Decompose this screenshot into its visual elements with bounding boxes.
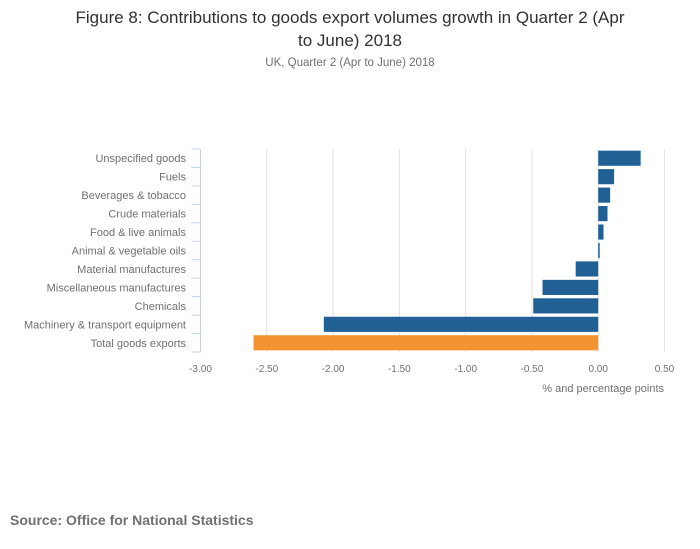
category-label: Material manufactures bbox=[77, 264, 186, 276]
bar-food-live-animals[interactable] bbox=[598, 224, 604, 240]
category-label: Fuels bbox=[159, 172, 186, 184]
x-tick-label: -2.50 bbox=[255, 364, 278, 375]
bar-beverages-tobacco[interactable] bbox=[598, 187, 611, 203]
category-label: Crude materials bbox=[108, 209, 186, 221]
x-tick-label: -3.00 bbox=[189, 364, 212, 375]
category-label: Total goods exports bbox=[91, 338, 187, 350]
category-label: Chemicals bbox=[135, 301, 187, 313]
source-note: Source: Office for National Statistics bbox=[10, 512, 254, 528]
x-tick-label: -1.50 bbox=[388, 364, 411, 375]
category-label: Miscellaneous manufactures bbox=[47, 282, 187, 294]
bar-material-manufactures[interactable] bbox=[575, 261, 599, 277]
bar-machinery-transport-equipment[interactable] bbox=[323, 316, 599, 332]
bar-fuels[interactable] bbox=[598, 169, 615, 185]
category-label: Machinery & transport equipment bbox=[24, 319, 186, 331]
x-tick-label: -2.00 bbox=[322, 364, 345, 375]
chart-title: Figure 8: Contributions to goods export … bbox=[0, 6, 700, 52]
category-label: Food & live animals bbox=[90, 227, 186, 239]
bar-animal-vegetable-oils[interactable] bbox=[598, 242, 600, 259]
x-tick-label: 0.00 bbox=[588, 364, 608, 375]
category-label: Unspecified goods bbox=[95, 153, 186, 165]
x-tick-label: -0.50 bbox=[521, 364, 544, 375]
category-label: Animal & vegetable oils bbox=[72, 246, 187, 258]
x-axis: -3.00 -2.50 -2.00 -1.50 -1.00 -0.50 0.00 0.50 bbox=[189, 364, 675, 375]
x-axis-title: % and percentage points bbox=[542, 383, 664, 395]
bar-unspecified-goods[interactable] bbox=[598, 150, 641, 166]
chart-subtitle: UK, Quarter 2 (Apr to June) 2018 bbox=[265, 57, 435, 69]
bar-miscellaneous-manufactures[interactable] bbox=[542, 279, 599, 295]
bar-total-goods-exports[interactable] bbox=[253, 335, 599, 351]
bars bbox=[253, 150, 641, 351]
chart-title-line-1: Figure 8: Contributions to goods export … bbox=[75, 8, 625, 27]
bar-crude-materials[interactable] bbox=[598, 206, 608, 222]
chart-title-line-2: to June) 2018 bbox=[298, 31, 402, 50]
category-label: Beverages & tobacco bbox=[81, 190, 186, 202]
bar-chemicals[interactable] bbox=[533, 298, 599, 314]
y-axis: Unspecified goods Fuels Beverages & tobacc… bbox=[24, 148, 201, 353]
x-tick-label: -1.00 bbox=[454, 364, 477, 375]
x-tick-label: 0.50 bbox=[655, 364, 675, 375]
